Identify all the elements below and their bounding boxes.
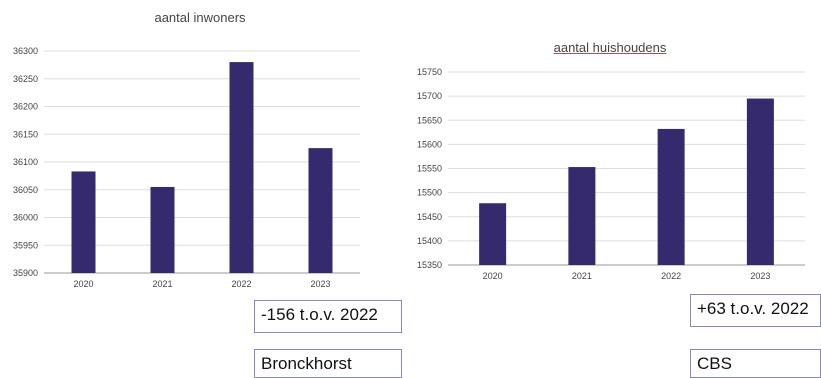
bar-2022 <box>229 62 254 273</box>
x-tick-label: 2020 <box>483 271 503 281</box>
y-tick-label: 36150 <box>13 129 38 139</box>
y-tick-label: 15400 <box>417 236 442 246</box>
bar-2021 <box>568 167 596 265</box>
bar-2020 <box>71 171 96 273</box>
x-tick-label: 2022 <box>661 271 681 281</box>
y-tick-label: 36050 <box>13 185 38 195</box>
y-tick-label: 15500 <box>417 188 442 198</box>
huishoudens-chart: aantal huishoudens 15350 15400 15450 15500 1… <box>400 30 821 290</box>
y-tick-label: 36300 <box>13 46 38 56</box>
y-tick-label: 15750 <box>417 67 442 77</box>
bar-2022 <box>657 128 685 265</box>
y-tick-label: 36100 <box>13 157 38 167</box>
chart-title: aantal inwoners <box>154 10 246 25</box>
huishoudens-change-label: +63 t.o.v. 2022 <box>690 294 821 327</box>
x-tick-label: 2022 <box>231 279 251 289</box>
bar-2023 <box>746 98 774 265</box>
inwoners-change-label: -156 t.o.v. 2022 <box>254 300 402 333</box>
inwoners-source-label: Bronckhorst <box>254 349 402 378</box>
y-tick-label: 15650 <box>417 115 442 125</box>
y-tick-label: 15600 <box>417 139 442 149</box>
y-tick-label: 15550 <box>417 164 442 174</box>
inwoners-chart-svg: 35900 35950 36000 36050 36100 36150 36200 36250… <box>13 46 360 289</box>
bar-2021 <box>150 186 175 273</box>
y-tick-label: 15350 <box>417 260 442 270</box>
y-tick-label: 35950 <box>13 240 38 250</box>
huishoudens-source-label: CBS <box>690 349 821 378</box>
huishoudens-chart-svg: 15350 15400 15450 15500 15550 15600 15650 15700… <box>417 67 805 281</box>
y-tick-label: 36000 <box>13 213 38 223</box>
x-tick-label: 2023 <box>310 279 330 289</box>
x-tick-label: 2021 <box>152 279 172 289</box>
bar-2023 <box>308 148 333 273</box>
y-tick-label: 35900 <box>13 268 38 278</box>
y-tick-label: 15700 <box>417 91 442 101</box>
chart-title: aantal huishoudens <box>553 40 667 55</box>
y-tick-label: 15450 <box>417 212 442 222</box>
inwoners-chart: aantal inwoners 35900 35950 36000 36050 3610… <box>0 0 400 300</box>
y-tick-label: 36200 <box>13 102 38 112</box>
bar-2020 <box>479 203 507 265</box>
x-tick-label: 2020 <box>73 279 93 289</box>
y-tick-label: 36250 <box>13 74 38 84</box>
x-tick-label: 2023 <box>750 271 770 281</box>
x-tick-label: 2021 <box>572 271 592 281</box>
